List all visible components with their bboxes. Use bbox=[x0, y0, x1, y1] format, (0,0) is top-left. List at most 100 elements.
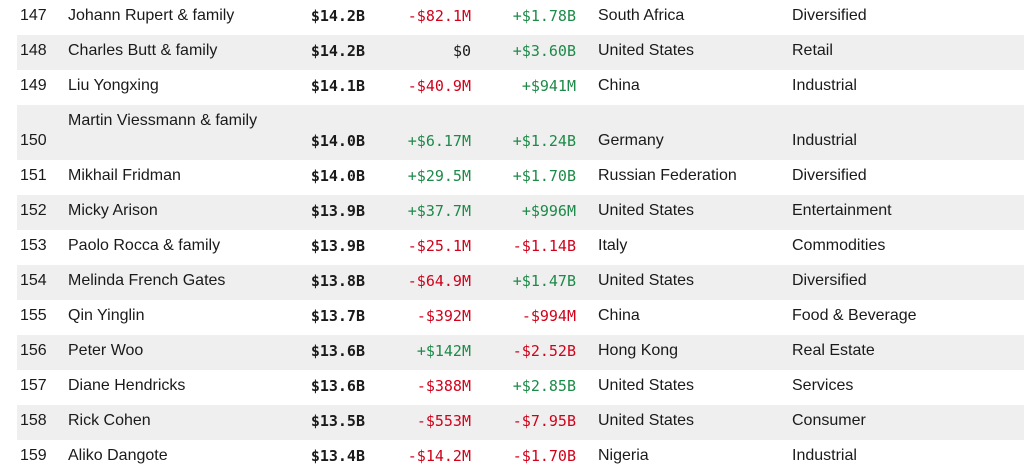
name-link[interactable]: Qin Yinglin bbox=[68, 307, 145, 324]
billionaires-table: 147 Johann Rupert & family $14.2B -$82.1… bbox=[17, 0, 1024, 475]
name-link[interactable]: Charles Butt & family bbox=[68, 42, 218, 59]
rank-cell: 149 bbox=[20, 77, 47, 94]
table-row[interactable]: 149 Liu Yongxing $14.1B -$40.9M +$941M C… bbox=[17, 70, 1024, 105]
net-worth-cell: $13.6B bbox=[310, 342, 365, 360]
industry-cell: Industrial bbox=[792, 132, 857, 149]
net-worth-cell: $13.5B bbox=[310, 412, 365, 430]
table-row[interactable]: 157 Diane Hendricks $13.6B -$388M +$2.85… bbox=[17, 370, 1024, 405]
country-cell: China bbox=[598, 77, 640, 94]
net-worth-cell: $14.2B bbox=[310, 42, 365, 60]
table-row[interactable]: 158 Rick Cohen $13.5B -$553M -$7.95B Uni… bbox=[17, 405, 1024, 440]
net-worth-cell: $14.2B bbox=[310, 7, 365, 25]
last-change-cell: -$25.1M bbox=[407, 237, 471, 255]
name-link[interactable]: Melinda French Gates bbox=[68, 272, 226, 289]
ytd-change-cell: -$1.70B bbox=[512, 447, 576, 465]
ytd-change-cell: -$1.14B bbox=[512, 237, 576, 255]
industry-cell: Industrial bbox=[792, 77, 857, 94]
name-link[interactable]: Martin Viessmann & family bbox=[68, 112, 258, 129]
name-link[interactable]: Diane Hendricks bbox=[68, 377, 186, 394]
rank-cell: 147 bbox=[20, 7, 47, 24]
ytd-change-cell: +$1.70B bbox=[512, 167, 576, 185]
ytd-change-cell: +$2.85B bbox=[512, 377, 576, 395]
ytd-change-cell: -$2.52B bbox=[512, 342, 576, 360]
industry-cell: Consumer bbox=[792, 412, 866, 429]
country-cell: United States bbox=[598, 377, 695, 394]
net-worth-cell: $14.0B bbox=[310, 167, 365, 185]
rank-cell: 154 bbox=[20, 272, 47, 289]
industry-cell: Commodities bbox=[792, 237, 886, 254]
country-cell: Italy bbox=[598, 237, 628, 254]
ytd-change-cell: +$1.24B bbox=[512, 132, 576, 150]
industry-cell: Diversified bbox=[792, 272, 867, 289]
ytd-change-cell: +$1.78B bbox=[512, 7, 576, 25]
rank-cell: 153 bbox=[20, 237, 47, 254]
net-worth-cell: $13.7B bbox=[310, 307, 365, 325]
table-row[interactable]: 147 Johann Rupert & family $14.2B -$82.1… bbox=[17, 0, 1024, 35]
net-worth-cell: $13.4B bbox=[310, 447, 365, 465]
country-cell: United States bbox=[598, 272, 695, 289]
name-link[interactable]: Micky Arison bbox=[68, 202, 158, 219]
industry-cell: Diversified bbox=[792, 167, 867, 184]
industry-cell: Retail bbox=[792, 42, 833, 59]
country-cell: United States bbox=[598, 42, 695, 59]
rank-cell: 150 bbox=[20, 132, 47, 149]
name-link[interactable]: Rick Cohen bbox=[68, 412, 151, 429]
rank-cell: 159 bbox=[20, 447, 47, 464]
rank-cell: 158 bbox=[20, 412, 47, 429]
rank-cell: 156 bbox=[20, 342, 47, 359]
last-change-cell: -$64.9M bbox=[407, 272, 471, 290]
last-change-cell: -$388M bbox=[416, 377, 471, 395]
industry-cell: Entertainment bbox=[792, 202, 892, 219]
table-row[interactable]: 150 Martin Viessmann & family $14.0B +$6… bbox=[17, 105, 1024, 160]
table-row[interactable]: 159 Aliko Dangote $13.4B -$14.2M -$1.70B… bbox=[17, 440, 1024, 475]
last-change-cell: +$37.7M bbox=[407, 202, 471, 220]
industry-cell: Real Estate bbox=[792, 342, 875, 359]
ytd-change-cell: +$996M bbox=[521, 202, 576, 220]
table-row[interactable]: 148 Charles Butt & family $14.2B $0 +$3.… bbox=[17, 35, 1024, 70]
industry-cell: Food & Beverage bbox=[792, 307, 917, 324]
industry-cell: Diversified bbox=[792, 7, 867, 24]
country-cell: Germany bbox=[598, 132, 664, 149]
rank-cell: 155 bbox=[20, 307, 47, 324]
net-worth-cell: $13.6B bbox=[310, 377, 365, 395]
table-row[interactable]: 152 Micky Arison $13.9B +$37.7M +$996M U… bbox=[17, 195, 1024, 230]
net-worth-cell: $13.8B bbox=[310, 272, 365, 290]
country-cell: Hong Kong bbox=[598, 342, 679, 359]
last-change-cell: -$392M bbox=[416, 307, 471, 325]
last-change-cell: -$553M bbox=[416, 412, 471, 430]
table-row[interactable]: 155 Qin Yinglin $13.7B -$392M -$994M Chi… bbox=[17, 300, 1024, 335]
net-worth-cell: $14.0B bbox=[310, 132, 365, 150]
table-row[interactable]: 156 Peter Woo $13.6B +$142M -$2.52B Hong… bbox=[17, 335, 1024, 370]
net-worth-cell: $13.9B bbox=[310, 237, 365, 255]
last-change-cell: -$82.1M bbox=[407, 7, 471, 25]
ytd-change-cell: +$941M bbox=[521, 77, 576, 95]
name-link[interactable]: Johann Rupert & family bbox=[68, 7, 235, 24]
last-change-cell: -$40.9M bbox=[407, 77, 471, 95]
last-change-cell: +$6.17M bbox=[407, 132, 471, 150]
country-cell: Nigeria bbox=[598, 447, 649, 464]
ytd-change-cell: -$994M bbox=[521, 307, 576, 325]
last-change-cell: +$142M bbox=[416, 342, 471, 360]
country-cell: Russian Federation bbox=[598, 167, 737, 184]
ytd-change-cell: -$7.95B bbox=[512, 412, 576, 430]
name-link[interactable]: Peter Woo bbox=[68, 342, 144, 359]
name-link[interactable]: Paolo Rocca & family bbox=[68, 237, 221, 254]
name-link[interactable]: Aliko Dangote bbox=[68, 447, 168, 464]
rank-cell: 157 bbox=[20, 377, 47, 394]
ytd-change-cell: +$1.47B bbox=[512, 272, 576, 290]
last-change-cell: -$14.2M bbox=[407, 447, 471, 465]
country-cell: United States bbox=[598, 412, 695, 429]
rank-cell: 148 bbox=[20, 42, 47, 59]
table-row[interactable]: 151 Mikhail Fridman $14.0B +$29.5M +$1.7… bbox=[17, 160, 1024, 195]
table-row[interactable]: 154 Melinda French Gates $13.8B -$64.9M … bbox=[17, 265, 1024, 300]
name-link[interactable]: Mikhail Fridman bbox=[68, 167, 181, 184]
rank-cell: 152 bbox=[20, 202, 47, 219]
last-change-cell: $0 bbox=[452, 42, 471, 60]
country-cell: China bbox=[598, 307, 640, 324]
ytd-change-cell: +$3.60B bbox=[512, 42, 576, 60]
table-row[interactable]: 153 Paolo Rocca & family $13.9B -$25.1M … bbox=[17, 230, 1024, 265]
country-cell: South Africa bbox=[598, 7, 685, 24]
net-worth-cell: $14.1B bbox=[310, 77, 365, 95]
net-worth-cell: $13.9B bbox=[310, 202, 365, 220]
name-link[interactable]: Liu Yongxing bbox=[68, 77, 159, 94]
